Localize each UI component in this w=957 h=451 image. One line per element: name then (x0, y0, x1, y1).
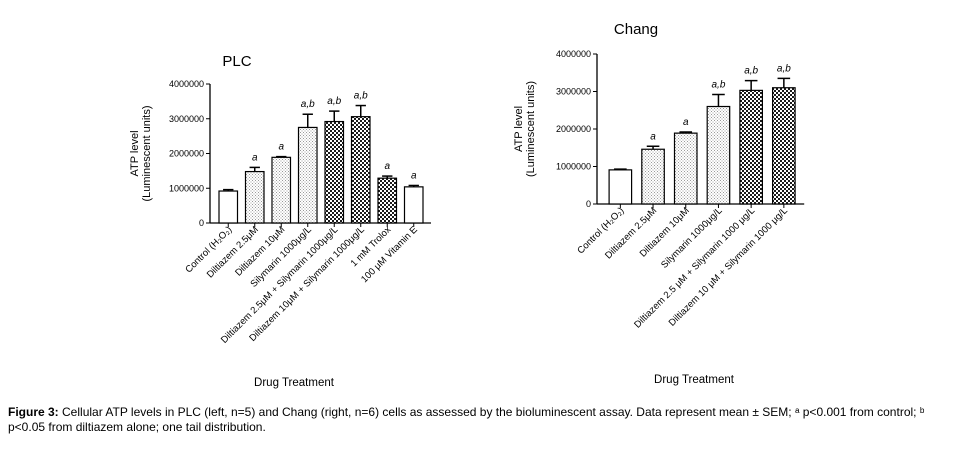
bar (350, 116, 371, 224)
y-tick-label: 0 (586, 199, 591, 209)
significance-label: a,b (327, 96, 341, 107)
significance-label: a (278, 142, 284, 153)
y-axis-label: ATP level (513, 106, 525, 152)
bar (377, 177, 398, 224)
y-axis-label: (Luminescent units) (141, 106, 153, 202)
chang-chart: Chang ATP level (Luminescent units) 0 100000… (513, 21, 805, 386)
y-tick-label: 2000000 (556, 124, 591, 134)
significance-label: a,b (354, 91, 368, 102)
x-axis-label: Drug Treatment (254, 377, 335, 389)
significance-label: a,b (711, 80, 725, 91)
significance-label: a (411, 170, 417, 181)
y-axis-label: ATP level (129, 130, 141, 176)
chart-title: PLC (222, 53, 251, 70)
bar (641, 148, 665, 205)
bar (403, 186, 424, 224)
y-tick-label: 3000000 (169, 114, 204, 124)
y-tick-label: 2000000 (169, 149, 204, 159)
y-tick-label: 3000000 (556, 87, 591, 97)
bar (244, 170, 265, 224)
bar (608, 169, 633, 205)
y-tick-label: 4000000 (169, 79, 204, 89)
significance-label: a,b (744, 66, 758, 77)
bar (297, 126, 318, 224)
chart-title: Chang (614, 21, 658, 38)
significance-label: a,b (301, 99, 315, 110)
y-tick-label: 1000000 (556, 162, 591, 172)
significance-label: a (252, 152, 258, 163)
bar (271, 156, 292, 224)
y-tick-label: 0 (199, 218, 204, 228)
bar (739, 89, 764, 205)
caption-label: Figure 3: (8, 405, 59, 419)
bar (673, 132, 698, 205)
bar (771, 87, 796, 205)
y-tick-label: 4000000 (556, 49, 591, 59)
significance-label: a,b (777, 63, 791, 74)
plc-chart: PLC ATP level (Luminescent units) 0 1000000 2… (129, 53, 431, 389)
x-category-label: Diltiazem 10 μM + Silymarin 1000 μg/L (667, 205, 790, 328)
significance-label: a (683, 117, 689, 128)
figure-caption: Figure 3: Cellular ATP levels in PLC (le… (8, 405, 953, 435)
x-category-label: Diltiazem 2.5 μM + Silymarin 1000 μg/L (632, 205, 757, 330)
y-axis-label: (Luminescent units) (525, 81, 537, 177)
x-axis-label: Drug Treatment (654, 374, 735, 386)
significance-label: a (650, 131, 656, 142)
significance-label: a (384, 161, 390, 172)
caption-text: Cellular ATP levels in PLC (left, n=5) a… (8, 405, 925, 434)
bar (218, 190, 239, 224)
x-category-label: Silymarin 1000μg/L (659, 205, 724, 270)
y-tick-label: 1000000 (169, 183, 204, 193)
bar (706, 105, 731, 205)
bar (324, 120, 345, 224)
